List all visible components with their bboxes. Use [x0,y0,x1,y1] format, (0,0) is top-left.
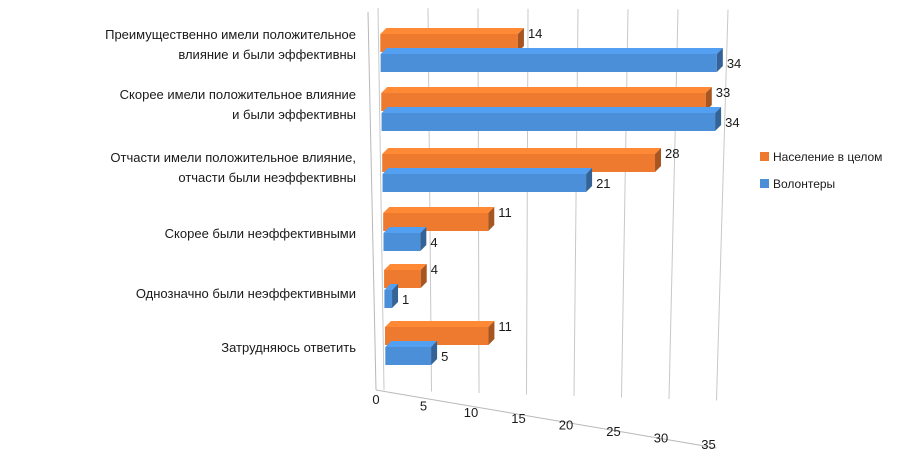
data-label: 4 [431,262,438,277]
tick-label: 15 [511,411,525,426]
data-label: 11 [498,319,512,334]
gridline [716,9,729,401]
bar-end [392,284,399,308]
category-label: влияние и были эффективны [178,47,356,62]
legend-swatch [760,179,769,188]
data-label: 34 [725,115,739,130]
bar-end [488,321,495,345]
bar-top [382,148,662,154]
bar [385,347,432,365]
legend-swatch [760,152,769,161]
category-label: Отчасти имели положительное влияние, [110,150,356,165]
data-label: 1 [402,292,409,307]
tick-label: 0 [372,392,379,407]
tick-label: 30 [654,430,668,445]
bar-top [385,341,438,347]
data-label: 33 [716,85,730,100]
bar-end [431,341,438,365]
bar-top [381,87,712,93]
bar-end [420,264,427,288]
category-label: Преимущественно имели положительное [105,27,356,42]
gridline [377,7,385,391]
bar-end [655,148,662,172]
bar-top [384,321,495,327]
data-label: 4 [430,235,437,250]
bar [382,154,656,172]
data-label: 28 [665,146,679,161]
tick-label: 5 [420,398,427,413]
bar-end [716,48,723,72]
tick-label: 20 [559,418,573,433]
bar-top [384,284,399,290]
bar [384,270,421,288]
gridline [526,8,529,395]
bars [380,28,723,365]
bar-end [705,87,712,111]
data-label: 34 [727,56,741,71]
bar [384,290,393,308]
data-label: 11 [498,205,512,220]
bar [383,233,421,251]
category-label: Затрудняюсь ответить [221,340,356,355]
tick-label: 25 [606,424,620,439]
bar-top [381,107,722,113]
gridline [668,9,679,400]
gridline [621,9,629,398]
tick-label: 35 [701,437,715,452]
bar-end [488,207,495,231]
data-label: 5 [441,349,448,364]
bar-top [383,207,495,213]
bar [383,213,489,231]
category-label: Скорее имели положительное влияние [120,87,356,102]
category-label: Скорее были неэффективными [165,226,356,241]
bar-end [517,28,524,52]
bar-top [380,28,524,34]
legend: Население в целом Волонтеры [760,150,882,191]
bar-end [420,227,427,251]
bar-top [384,264,427,270]
bar [384,327,489,345]
legend-label: Население в целом [773,150,882,164]
tick-label: 10 [464,405,478,420]
category-label: и были эффективны [232,107,356,122]
bar [380,34,518,52]
category-label: отчасти были неэффективны [178,170,356,185]
bar-end [586,168,593,192]
axis-line [367,11,377,391]
bar-top [380,48,723,54]
bar-end [715,107,722,131]
bar [381,93,706,111]
gridline [573,8,579,397]
bar [381,113,716,131]
category-label: Однозначно были неэффективными [136,286,356,301]
bar-top [383,227,427,233]
data-label: 14 [528,26,542,41]
legend-label: Волонтеры [773,177,835,191]
bar-top [382,168,593,174]
bar [382,174,587,192]
data-label: 21 [596,176,610,191]
bar [380,54,717,72]
axis-line [375,389,717,449]
